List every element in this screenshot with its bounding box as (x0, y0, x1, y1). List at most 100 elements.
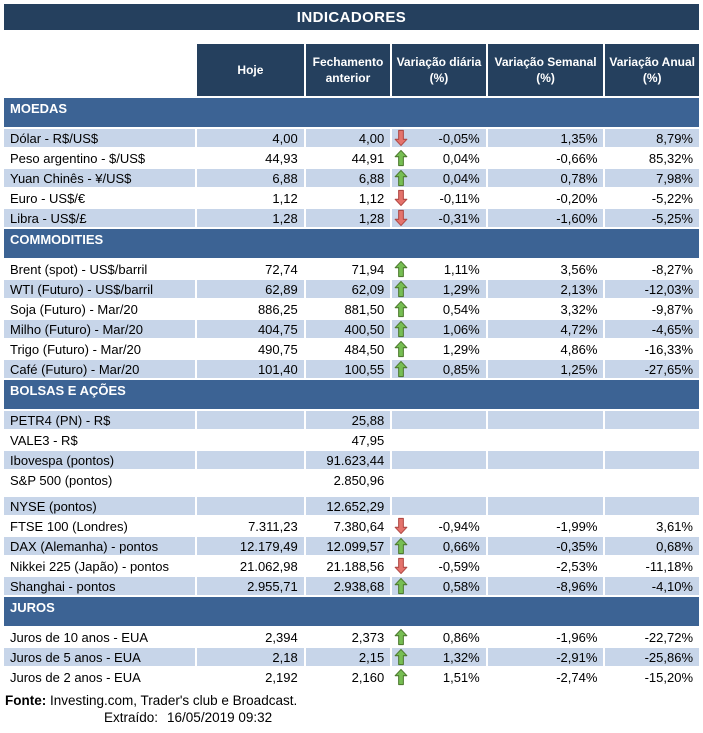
weekly-variation-value: -0,20% (487, 189, 604, 207)
table-row: Dólar - R$/US$ 4,00 4,00 -0,05% 1,35% 8,… (4, 129, 699, 147)
weekly-variation-value: 2,13% (487, 280, 604, 298)
row-label: Libra - US$/£ (4, 209, 196, 227)
daily-variation-cell: 1,11% (392, 260, 486, 278)
daily-variation-cell: 0,85% (392, 360, 486, 378)
up-arrow-icon (394, 360, 408, 378)
table-row: Juros de 2 anos - EUA 2,192 2,160 1,51% … (4, 668, 699, 686)
daily-variation-value: 0,04% (442, 150, 480, 166)
daily-variation-cell: 1,32% (392, 648, 486, 666)
row-label: Peso argentino - $/US$ (4, 149, 196, 167)
weekly-variation-value: 4,86% (487, 340, 604, 358)
weekly-variation-value: -1,60% (487, 209, 604, 227)
spacer-row (4, 491, 699, 495)
fechamento-value: 2.850,96 (305, 471, 391, 489)
fechamento-value: 71,94 (305, 260, 391, 278)
weekly-variation-value: 1,35% (487, 129, 604, 147)
source-text: Investing.com, Trader's club e Broadcast… (50, 693, 298, 708)
fechamento-value: 47,95 (305, 431, 391, 449)
annual-variation-value: -25,86% (605, 648, 699, 666)
table-row: WTI (Futuro) - US$/barril 62,89 62,09 1,… (4, 280, 699, 298)
down-arrow-icon (394, 209, 408, 227)
row-label: WTI (Futuro) - US$/barril (4, 280, 196, 298)
daily-variation-cell (392, 451, 486, 469)
row-label: Dólar - R$/US$ (4, 129, 196, 147)
down-arrow-icon (394, 517, 408, 535)
annual-variation-value: 8,79% (605, 129, 699, 147)
daily-variation-cell: 1,51% (392, 668, 486, 686)
daily-variation-cell: 0,04% (392, 149, 486, 167)
fechamento-value: 6,88 (305, 169, 391, 187)
daily-variation-value: 0,85% (442, 361, 480, 377)
hoje-value: 2,192 (197, 668, 304, 686)
daily-variation-value: 0,86% (442, 629, 480, 645)
table-row: VALE3 - R$ 47,95 (4, 431, 699, 449)
table-row: Ibovespa (pontos) 91.623,44 (4, 451, 699, 469)
row-label: Brent (spot) - US$/barril (4, 260, 196, 278)
table-row: S&P 500 (pontos) 2.850,96 (4, 471, 699, 489)
hoje-value: 1,28 (197, 209, 304, 227)
annual-variation-value (605, 411, 699, 429)
row-label: DAX (Alemanha) - pontos (4, 537, 196, 555)
fechamento-value: 484,50 (305, 340, 391, 358)
column-header-fechamento: Fechamento anterior (305, 44, 391, 96)
daily-variation-cell: 1,29% (392, 340, 486, 358)
weekly-variation-value: 3,32% (487, 300, 604, 318)
section-title: COMMODITIES (4, 229, 699, 258)
row-label: Yuan Chinês - ¥/US$ (4, 169, 196, 187)
fechamento-value: 2,15 (305, 648, 391, 666)
hoje-value: 72,74 (197, 260, 304, 278)
weekly-variation-value (487, 411, 604, 429)
row-label: Soja (Futuro) - Mar/20 (4, 300, 196, 318)
indicators-table: Hoje Fechamento anterior Variação diária… (2, 42, 701, 688)
section-header-bolsas-e-acoes: BOLSAS E AÇÕES (4, 380, 699, 409)
section-header-moedas: MOEDAS (4, 98, 699, 127)
up-arrow-icon (394, 668, 408, 686)
daily-variation-cell: -0,59% (392, 557, 486, 575)
annual-variation-value: -8,27% (605, 260, 699, 278)
daily-variation-cell (392, 411, 486, 429)
weekly-variation-value: -0,35% (487, 537, 604, 555)
table-row: Euro - US$/€ 1,12 1,12 -0,11% -0,20% -5,… (4, 189, 699, 207)
fechamento-value: 1,28 (305, 209, 391, 227)
table-row: DAX (Alemanha) - pontos 12.179,49 12.099… (4, 537, 699, 555)
daily-variation-value: -0,05% (438, 130, 480, 146)
weekly-variation-value: 3,56% (487, 260, 604, 278)
up-arrow-icon (394, 537, 408, 555)
daily-variation-value: 1,29% (442, 341, 480, 357)
row-label: Milho (Futuro) - Mar/20 (4, 320, 196, 338)
hoje-value (197, 431, 304, 449)
table-row: Soja (Futuro) - Mar/20 886,25 881,50 0,5… (4, 300, 699, 318)
row-label: PETR4 (PN) - R$ (4, 411, 196, 429)
fechamento-value: 4,00 (305, 129, 391, 147)
weekly-variation-value (487, 497, 604, 515)
weekly-variation-value (487, 431, 604, 449)
row-label: S&P 500 (pontos) (4, 471, 196, 489)
up-arrow-icon (394, 340, 408, 358)
hoje-value: 62,89 (197, 280, 304, 298)
daily-variation-value: 0,66% (442, 538, 480, 554)
daily-variation-cell: 0,86% (392, 628, 486, 646)
daily-variation-cell (392, 497, 486, 515)
fechamento-value: 2,373 (305, 628, 391, 646)
table-row: Juros de 5 anos - EUA 2,18 2,15 1,32% -2… (4, 648, 699, 666)
fechamento-value: 400,50 (305, 320, 391, 338)
weekly-variation-value: -0,66% (487, 149, 604, 167)
fechamento-value: 1,12 (305, 189, 391, 207)
up-arrow-icon (394, 260, 408, 278)
section-header-commodities: COMMODITIES (4, 229, 699, 258)
weekly-variation-value: -2,74% (487, 668, 604, 686)
fechamento-value: 91.623,44 (305, 451, 391, 469)
table-row: Brent (spot) - US$/barril 72,74 71,94 1,… (4, 260, 699, 278)
annual-variation-value (605, 497, 699, 515)
column-header-variacao-anual: Variação Anual (%) (605, 44, 699, 96)
hoje-value: 4,00 (197, 129, 304, 147)
daily-variation-value: 1,06% (442, 321, 480, 337)
page-title: INDICADORES (4, 4, 699, 30)
weekly-variation-value: 4,72% (487, 320, 604, 338)
daily-variation-value: -0,59% (438, 558, 480, 574)
weekly-variation-value (487, 451, 604, 469)
annual-variation-value (605, 451, 699, 469)
hoje-value: 2.955,71 (197, 577, 304, 595)
section-title: JUROS (4, 597, 699, 626)
row-label: VALE3 - R$ (4, 431, 196, 449)
